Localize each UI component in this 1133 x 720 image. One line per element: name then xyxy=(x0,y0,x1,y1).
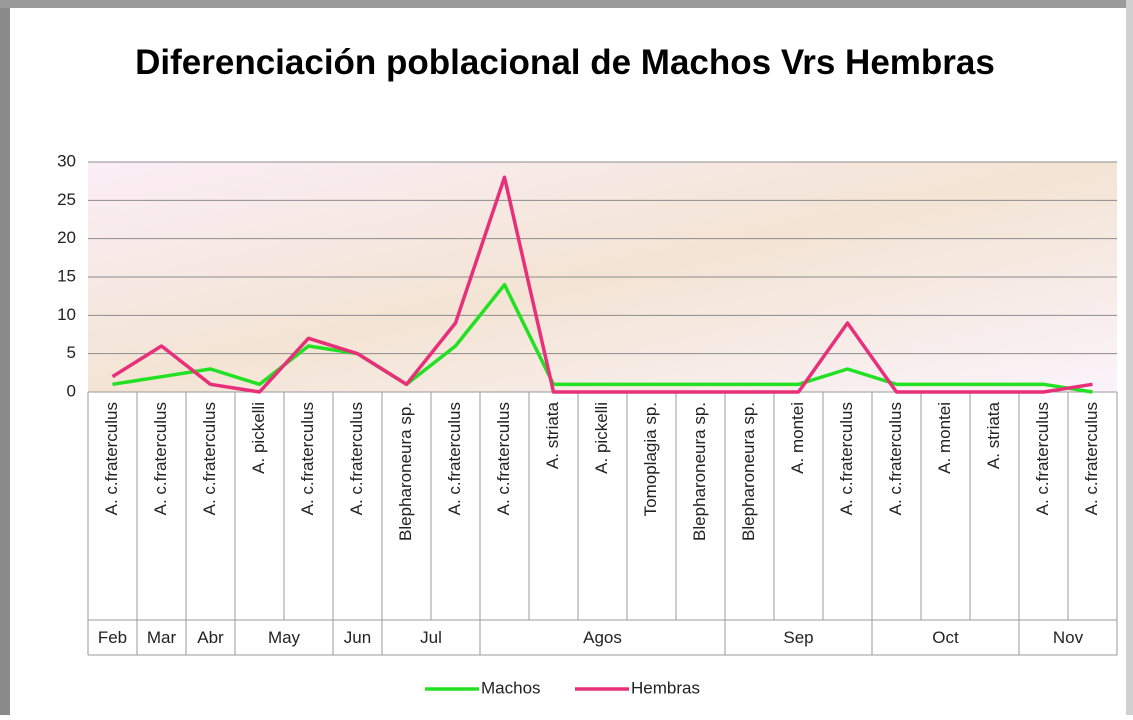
month-label: Oct xyxy=(932,628,959,647)
x-tick-label: A. pickelli xyxy=(249,402,268,474)
month-label: May xyxy=(268,628,301,647)
x-tick-label: A. c.fraterculus xyxy=(445,402,464,515)
chart-title: Diferenciación poblacional de Machos Vrs… xyxy=(135,43,995,82)
month-label: Nov xyxy=(1053,628,1084,647)
y-tick-label: 15 xyxy=(57,266,76,285)
x-tick-label: A. c.fraterculus xyxy=(886,402,905,515)
series-line xyxy=(111,175,1093,394)
x-tick-label: A. c.fraterculus xyxy=(151,402,170,515)
x-tick-label: A. c.fraterculus xyxy=(200,402,219,515)
month-label: Mar xyxy=(147,628,177,647)
y-tick-label: 30 xyxy=(57,151,76,170)
x-tick-label: A. striata xyxy=(984,401,1003,469)
x-tick-label: Tomoplagia sp. xyxy=(641,402,660,516)
x-tick-label: Blepharoneura sp. xyxy=(396,402,415,541)
month-label: Sep xyxy=(783,628,813,647)
x-tick-label: A. pickelli xyxy=(592,402,611,474)
month-label: Feb xyxy=(98,628,127,647)
x-tick-label: A. c.fraterculus xyxy=(837,402,856,515)
x-tick-label: A. montei xyxy=(788,402,807,474)
y-tick-label: 10 xyxy=(57,305,76,324)
x-tick-label: A. c.fraterculus xyxy=(347,402,366,515)
frame-top xyxy=(0,0,1133,8)
x-tick-label: A. striata xyxy=(543,401,562,469)
x-tick-label: Blepharoneura sp. xyxy=(690,402,709,541)
legend-label: Machos xyxy=(481,678,541,697)
x-tick-label: A. c.fraterculus xyxy=(1033,402,1052,515)
frame-right xyxy=(1126,0,1133,715)
frame-left xyxy=(0,0,10,715)
x-tick-label: A. c.fraterculus xyxy=(1082,402,1101,515)
y-tick-label: 0 xyxy=(67,381,76,400)
x-tick-label: A. c.fraterculus xyxy=(102,402,121,515)
month-label: Agos xyxy=(583,628,622,647)
plot: 0 5 10 15 20 25 30 A. c.fraterculus A. c.fraterc… xyxy=(57,151,1118,697)
month-label: Abr xyxy=(197,628,224,647)
month-label: Jul xyxy=(420,628,442,647)
x-tick-label: A. c.fraterculus xyxy=(494,402,513,515)
x-tick-label: A. montei xyxy=(935,402,954,474)
y-tick-label: 20 xyxy=(57,228,76,247)
legend-label: Hembras xyxy=(631,678,700,697)
x-tick-label: Blepharoneura sp. xyxy=(739,402,758,541)
x-tick-label: A. c.fraterculus xyxy=(298,402,317,515)
month-label: Jun xyxy=(344,628,371,647)
y-tick-label: 5 xyxy=(67,343,76,362)
y-tick-label: 25 xyxy=(57,190,76,209)
